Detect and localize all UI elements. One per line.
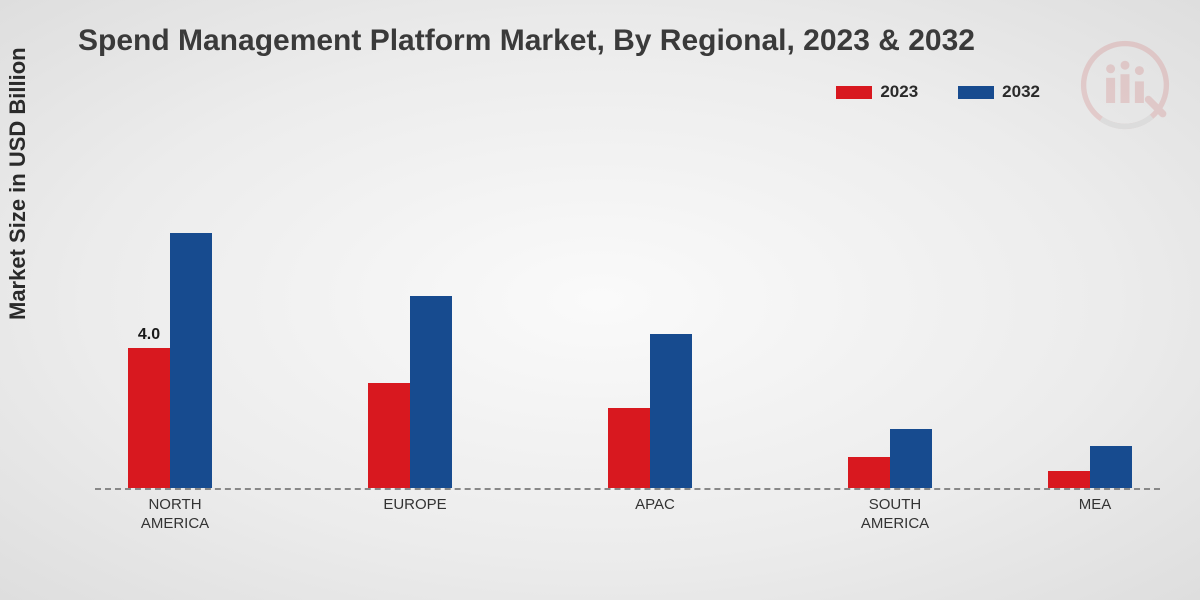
legend-item-2032: 2032 [958,82,1040,102]
watermark-logo-icon [1080,40,1170,130]
legend-swatch-2023 [836,86,872,99]
bar-2032 [170,233,212,489]
legend: 2023 2032 [836,82,1040,102]
bar-2023 [848,457,890,489]
bar-2023 [608,408,650,489]
bar-2032 [410,296,452,489]
bar-value-label: 4.0 [138,326,160,344]
x-tick-label: MEA [1079,496,1112,515]
y-axis-label: Market Size in USD Billion [5,47,31,320]
legend-item-2023: 2023 [836,82,918,102]
bar-group: 4.0 [120,140,230,490]
legend-label-2023: 2023 [880,82,918,102]
chart-title: Spend Management Platform Market, By Reg… [78,24,975,58]
bar-group [840,140,950,490]
bar-group [360,140,470,490]
bar-group [600,140,710,490]
x-tick-label: APAC [635,496,675,515]
x-tick-label: NORTH AMERICA [141,496,209,534]
legend-label-2032: 2032 [1002,82,1040,102]
legend-swatch-2032 [958,86,994,99]
bar-group [1040,140,1150,490]
bar-2032 [890,429,932,489]
bar-2032 [650,334,692,488]
x-tick-label: EUROPE [383,496,446,515]
x-tick-label: SOUTH AMERICA [861,496,929,534]
bar-2023 [1048,471,1090,489]
bar-2023 [128,348,170,488]
bar-2032 [1090,446,1132,488]
x-axis-labels: NORTH AMERICA EUROPE APAC SOUTH AMERICA MEA [95,490,1160,550]
bar-2023 [368,383,410,488]
plot-area: 4.0 [95,140,1160,490]
